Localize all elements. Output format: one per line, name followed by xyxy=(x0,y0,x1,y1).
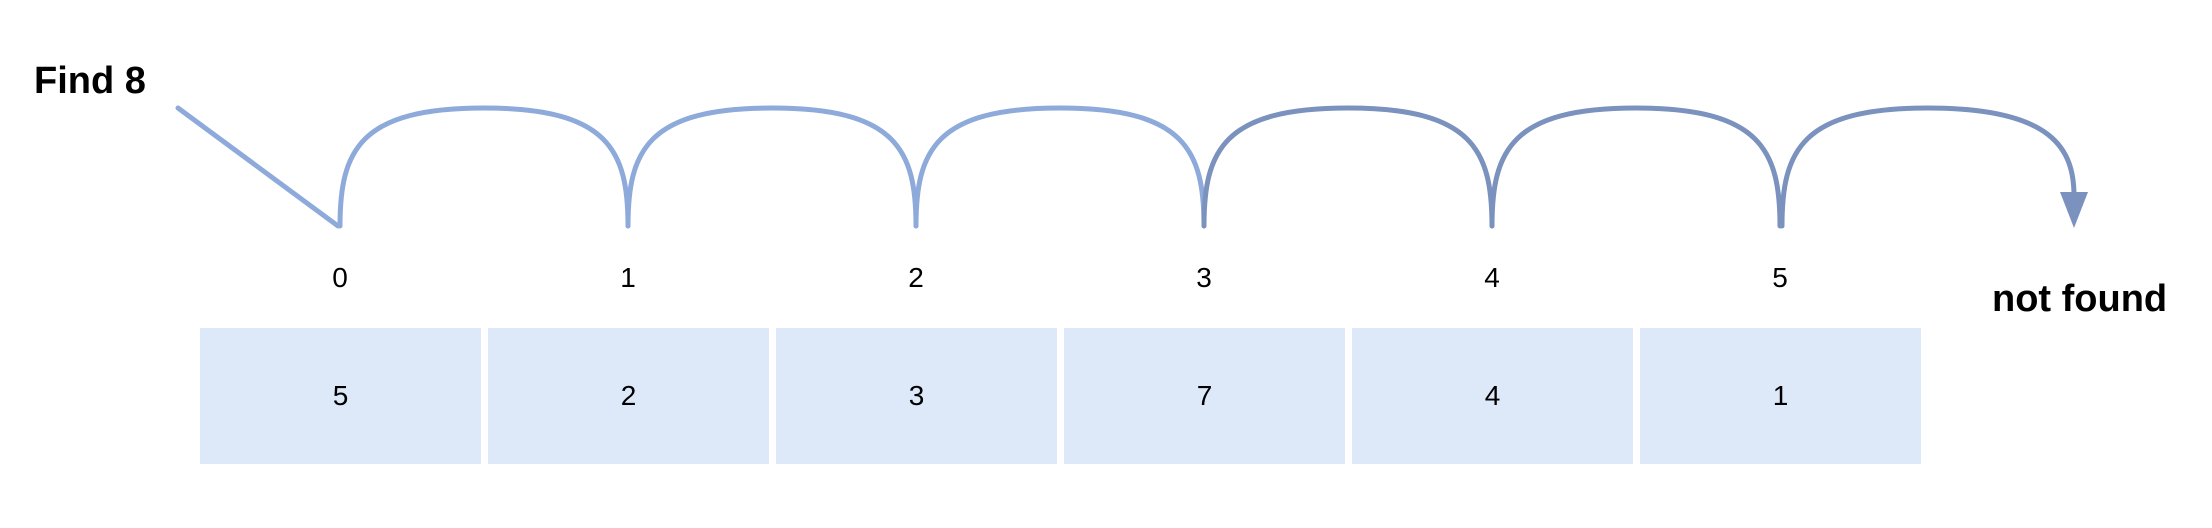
hop-arrow-1-to-2 xyxy=(625,105,919,229)
array-index: 5 xyxy=(1772,262,1788,293)
array-cell: 5 xyxy=(200,328,481,464)
hop-arrow-3-to-4 xyxy=(1201,105,1495,229)
array-index: 2 xyxy=(908,262,924,293)
start-pointer-line xyxy=(175,105,341,229)
array-cell: 2 xyxy=(488,328,769,464)
hop-arrow-4-to-5 xyxy=(1489,105,1783,229)
array-index: 0 xyxy=(332,262,348,293)
search-title: Find 8 xyxy=(34,60,146,102)
arrowhead-icon xyxy=(2060,192,2088,228)
array-index: 1 xyxy=(620,262,636,293)
hop-arrow-2-to-3 xyxy=(913,105,1207,229)
array-cell: 7 xyxy=(1064,328,1345,464)
array-cell: 3 xyxy=(776,328,1057,464)
hop-arrow-0-to-1 xyxy=(337,105,631,229)
search-result-label: not found xyxy=(1992,278,2168,320)
array-cell: 1 xyxy=(1640,328,1921,464)
hop-arrow-5-to-end xyxy=(1779,105,2077,229)
array-cell: 4 xyxy=(1352,328,1633,464)
array-index: 3 xyxy=(1196,262,1212,293)
array-index: 4 xyxy=(1484,262,1500,293)
